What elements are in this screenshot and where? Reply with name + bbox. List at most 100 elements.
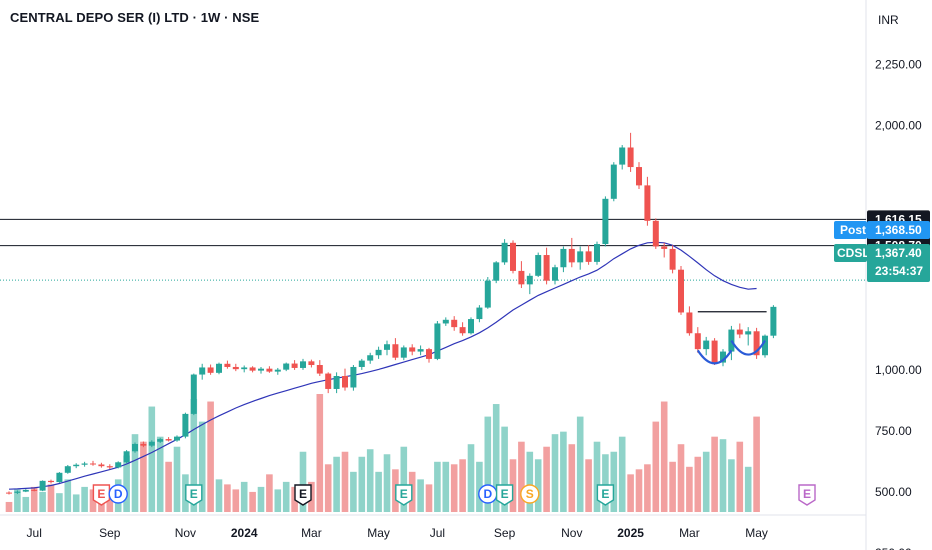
candle-body <box>577 251 584 263</box>
volume-bar <box>14 489 21 512</box>
volume-bar <box>249 491 256 512</box>
event-marker-letter: S <box>526 487 534 501</box>
chart-title: CENTRAL DEPO SER (I) LTD · 1W · NSE <box>10 10 260 25</box>
volume-bar <box>736 441 744 512</box>
volume-bar <box>602 454 609 512</box>
cdsl-price-bg <box>867 244 930 282</box>
event-marker-letter: D <box>114 487 123 501</box>
y-tick-label: 1,000.00 <box>875 363 922 377</box>
volume-bar <box>72 494 80 512</box>
candle-body <box>484 280 491 308</box>
post-price-tag-text: 1,368.50 <box>875 223 922 237</box>
post-name-bg <box>834 221 867 239</box>
candle-body <box>602 198 609 245</box>
candle-body <box>316 365 323 374</box>
candle-body <box>417 349 424 352</box>
volume-bar <box>484 416 492 512</box>
volume-bar <box>89 489 97 512</box>
candle-body <box>106 466 113 468</box>
candle-body <box>375 349 382 356</box>
volume-bar <box>165 461 172 512</box>
volume-bar <box>618 436 626 512</box>
volume-bar <box>324 464 332 512</box>
candle-body <box>274 369 281 372</box>
x-tick-label: 2024 <box>231 526 258 540</box>
candle-body <box>199 367 206 375</box>
pattern-arc-right <box>730 340 766 356</box>
volume-bar <box>610 451 618 512</box>
candle-body <box>56 472 63 483</box>
candle-body <box>308 361 315 366</box>
event-marker-s <box>520 484 540 504</box>
candle-body <box>501 242 508 263</box>
candle-body <box>64 466 71 473</box>
candle-body <box>468 319 474 334</box>
candle-body <box>241 367 248 370</box>
volume-bar <box>551 434 559 512</box>
volume-bar <box>30 486 38 512</box>
volume-bar <box>375 471 382 512</box>
volume-bar <box>240 481 248 512</box>
event-marker-e <box>495 484 514 506</box>
volume-bar <box>585 459 592 512</box>
volume-bar <box>156 436 164 512</box>
event-marker-e <box>395 484 413 506</box>
volume-bar <box>47 484 55 512</box>
candle-body <box>98 464 105 467</box>
candle-body <box>753 331 760 356</box>
volume-bar <box>728 459 735 512</box>
candle-body <box>367 355 374 361</box>
cdsl-name-bg <box>834 244 867 262</box>
candle-body <box>207 367 214 373</box>
candle-body <box>342 376 348 388</box>
volume-bar <box>282 481 290 512</box>
candle-body <box>493 262 500 281</box>
x-tick-label: May <box>745 526 768 540</box>
volume-bar <box>198 421 206 512</box>
x-tick-label: Mar <box>301 526 322 540</box>
candle-body <box>266 368 273 372</box>
event-marker-d <box>108 484 128 504</box>
candle-body <box>132 443 138 452</box>
volume-bar <box>467 444 475 512</box>
candle-body <box>711 340 718 363</box>
y-tick-label: 750.00 <box>875 424 912 438</box>
volume-bar <box>341 451 349 512</box>
volume-bar <box>366 449 374 512</box>
candle-body <box>409 347 416 352</box>
candle-body <box>190 374 197 414</box>
candle-body <box>148 441 155 446</box>
volume-bar <box>644 464 651 512</box>
volume-bar <box>299 451 307 512</box>
volume-bar <box>543 446 550 512</box>
candle-body <box>283 363 290 370</box>
volume-bar <box>694 456 702 512</box>
currency-label[interactable]: INR <box>878 13 899 27</box>
volume-bar <box>232 489 240 512</box>
x-tick-label: Sep <box>99 526 121 540</box>
volume-bar <box>534 459 542 512</box>
volume-bar <box>257 486 265 512</box>
candle-body <box>157 439 164 442</box>
candle-body <box>182 413 189 437</box>
volume-bar <box>635 469 643 512</box>
y-tick-label: 250.00 <box>875 546 912 550</box>
candle-body <box>216 363 222 373</box>
candle-body <box>442 319 449 324</box>
volume-bar <box>224 484 231 512</box>
event-marker-letter: E <box>299 487 307 501</box>
volume-bar <box>215 479 223 512</box>
pattern-arc-left <box>696 349 733 365</box>
volume-bar <box>274 489 282 512</box>
event-marker-letter: E <box>190 487 198 501</box>
volume-bar <box>417 479 424 512</box>
candle-body <box>451 319 458 328</box>
candle-body <box>384 344 390 350</box>
cdsl-price: 1,367.40 <box>875 246 922 260</box>
volume-bar <box>459 459 466 512</box>
candle-body <box>644 185 651 221</box>
candle-body <box>459 327 466 334</box>
y-tick-label: 500.00 <box>875 485 912 499</box>
